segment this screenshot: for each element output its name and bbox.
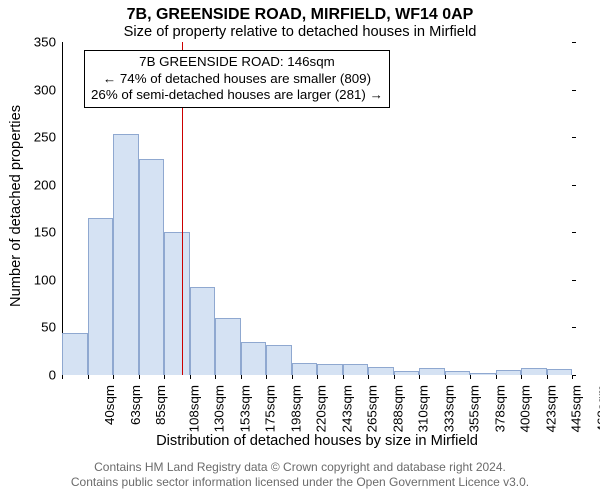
x-tick-mark [215, 375, 216, 379]
x-tick-label: 108sqm [186, 385, 201, 432]
x-tick-label: 400sqm [517, 385, 532, 432]
x-tick-mark [368, 375, 369, 379]
x-tick-mark [394, 375, 395, 379]
y-tick-mark [572, 42, 576, 43]
x-tick-label: 355sqm [466, 385, 481, 432]
y-tick-label: 50 [41, 320, 62, 335]
y-tick-mark [572, 185, 576, 186]
x-tick-mark [164, 375, 165, 379]
histogram-bar [139, 159, 165, 375]
histogram-bar [521, 368, 547, 375]
y-axis-line [62, 42, 63, 375]
plot-area: 050100150200250300350 40sqm63sqm85sqm108… [62, 42, 572, 375]
histogram-bar [547, 369, 573, 375]
chart-title-main: 7B, GREENSIDE ROAD, MIRFIELD, WF14 0AP [0, 6, 600, 24]
x-tick-label: 243sqm [339, 385, 354, 432]
histogram-bar [445, 371, 471, 375]
histogram-bar [368, 367, 394, 375]
y-tick-label: 150 [34, 225, 62, 240]
y-tick-label: 350 [34, 35, 62, 50]
histogram-bar [419, 368, 445, 375]
x-tick-label: 288sqm [390, 385, 405, 432]
x-tick-label: 198sqm [288, 385, 303, 432]
y-tick-label: 300 [34, 82, 62, 97]
x-tick-mark [139, 375, 140, 379]
histogram-bar [266, 345, 292, 375]
x-tick-mark [317, 375, 318, 379]
x-tick-mark [343, 375, 344, 379]
histogram-bar [88, 218, 114, 375]
x-tick-label: 423sqm [543, 385, 558, 432]
histogram-bar [496, 370, 522, 375]
x-tick-mark [445, 375, 446, 379]
histogram-bar [317, 364, 343, 375]
histogram-bar [394, 371, 420, 375]
x-tick-label: 265sqm [364, 385, 379, 432]
x-tick-label: 153sqm [237, 385, 252, 432]
x-tick-mark [547, 375, 548, 379]
x-tick-mark [88, 375, 89, 379]
histogram-bar [343, 364, 369, 375]
x-tick-mark [572, 375, 573, 379]
annotation-line-2: ← 74% of detached houses are smaller (80… [91, 71, 383, 88]
x-tick-mark [241, 375, 242, 379]
footer-line-1: Contains HM Land Registry data © Crown c… [0, 460, 600, 474]
x-tick-mark [419, 375, 420, 379]
y-tick-mark [572, 90, 576, 91]
x-tick-label: 333sqm [441, 385, 456, 432]
x-axis-label: Distribution of detached houses by size … [62, 433, 572, 449]
histogram-bar [292, 363, 318, 375]
histogram-bar [113, 134, 139, 375]
x-tick-label: 40sqm [102, 385, 117, 425]
x-tick-mark [521, 375, 522, 379]
x-tick-label: 445sqm [568, 385, 583, 432]
x-tick-mark [470, 375, 471, 379]
footer-line-2: Contains public sector information licen… [0, 475, 600, 489]
y-tick-mark [572, 280, 576, 281]
x-tick-mark [496, 375, 497, 379]
y-tick-mark [572, 137, 576, 138]
x-tick-label: 130sqm [211, 385, 226, 432]
y-tick-label: 0 [49, 368, 62, 383]
y-tick-label: 200 [34, 177, 62, 192]
x-tick-mark [266, 375, 267, 379]
histogram-bar [470, 373, 496, 375]
x-tick-mark [190, 375, 191, 379]
histogram-bar [62, 333, 88, 375]
x-tick-label: 378sqm [492, 385, 507, 432]
annotation-box: 7B GREENSIDE ROAD: 146sqm ← 74% of detac… [84, 50, 390, 108]
x-tick-mark [113, 375, 114, 379]
annotation-line-1: 7B GREENSIDE ROAD: 146sqm [91, 54, 383, 71]
x-tick-label: 63sqm [128, 385, 143, 425]
histogram-bar [241, 342, 267, 375]
histogram-bar [190, 287, 216, 375]
chart-title-sub: Size of property relative to detached ho… [0, 24, 600, 40]
annotation-line-3: 26% of semi-detached houses are larger (… [91, 87, 383, 104]
x-tick-mark [292, 375, 293, 379]
y-axis-label: Number of detached properties [8, 107, 24, 307]
y-tick-mark [572, 327, 576, 328]
y-tick-label: 250 [34, 130, 62, 145]
chart-container: 7B, GREENSIDE ROAD, MIRFIELD, WF14 0AP S… [0, 0, 600, 500]
histogram-bar [215, 318, 241, 375]
x-tick-label: 85sqm [153, 385, 168, 425]
y-tick-mark [572, 232, 576, 233]
x-tick-label: 220sqm [313, 385, 328, 432]
x-tick-mark [62, 375, 63, 379]
histogram-bar [164, 232, 190, 375]
x-tick-label: 310sqm [415, 385, 430, 432]
x-tick-label: 175sqm [262, 385, 277, 432]
x-tick-label: 468sqm [594, 385, 600, 432]
y-tick-label: 100 [34, 272, 62, 287]
